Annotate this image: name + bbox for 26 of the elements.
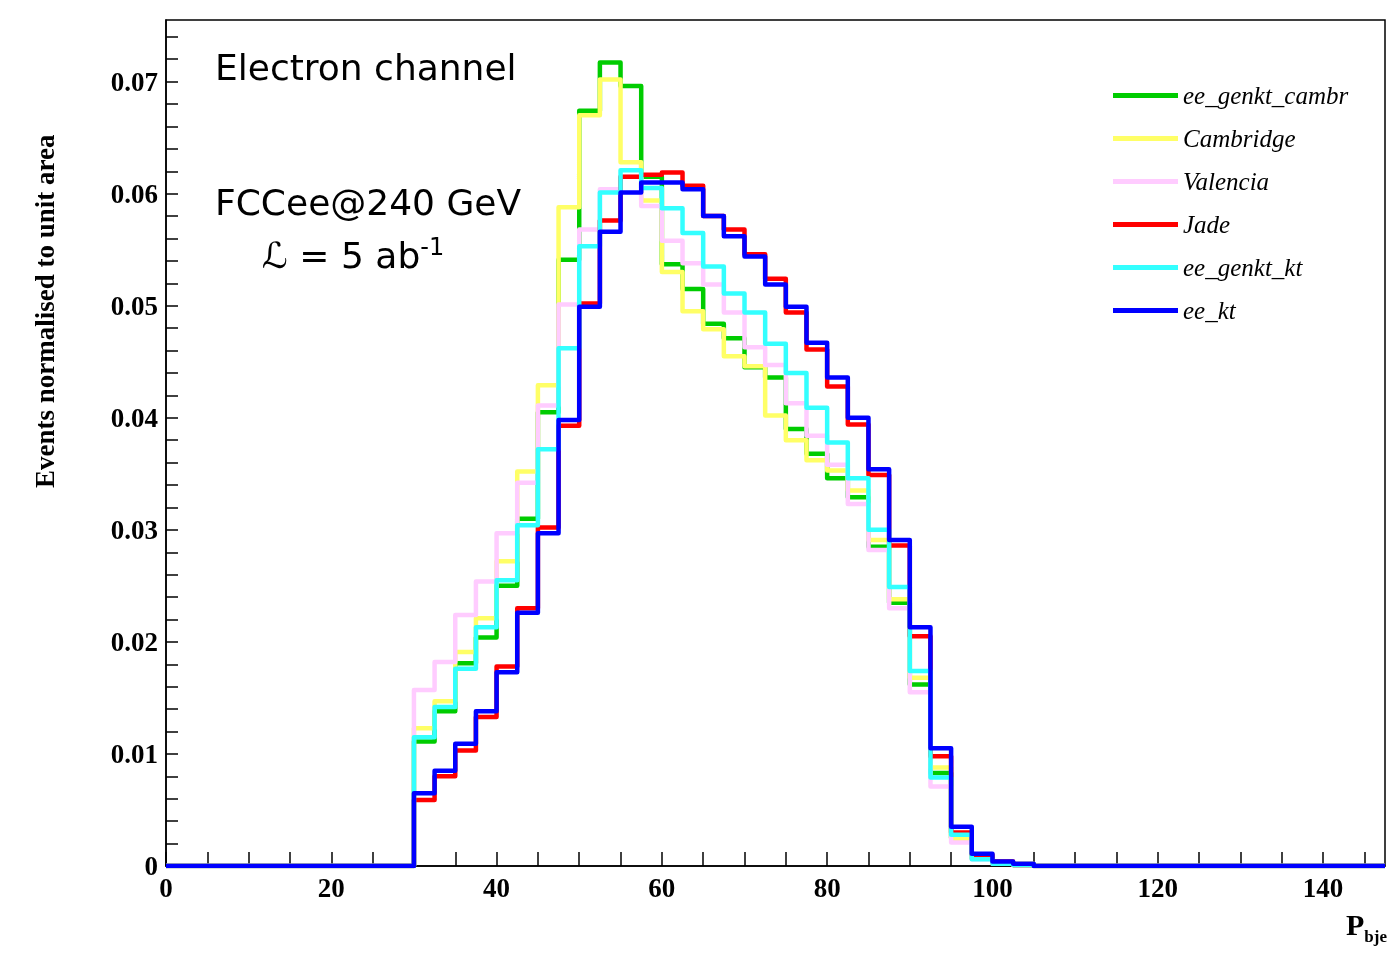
y-tick-label: 0.05 bbox=[110, 290, 158, 321]
legend-label: ee_kt bbox=[1183, 297, 1237, 324]
y-tick-label: 0.03 bbox=[110, 514, 158, 545]
x-tick-label: 120 bbox=[1137, 872, 1178, 903]
x-tick-label: 100 bbox=[972, 872, 1013, 903]
x-tick-label: 20 bbox=[317, 872, 345, 903]
annotation: ℒ = 5 ab$^{-1}$ bbox=[262, 233, 445, 276]
legend-label: ee_genkt_cambr bbox=[1183, 82, 1349, 109]
x-axis-title: P$_{bje}$ bbox=[1346, 908, 1387, 947]
legend-label: Valencia bbox=[1183, 168, 1270, 195]
y-tick-label: 0 bbox=[144, 851, 158, 881]
legend-label: ee_genkt_kt bbox=[1183, 254, 1304, 281]
y-tick-label: 0.07 bbox=[110, 66, 158, 97]
annotation: FCCee@240 GeV bbox=[215, 182, 522, 223]
y-tick-label: 0.04 bbox=[110, 402, 158, 433]
x-tick-label: 60 bbox=[648, 872, 676, 903]
legend-label: Cambridge bbox=[1183, 125, 1296, 152]
x-tick-label: 140 bbox=[1302, 872, 1344, 903]
annotation: Electron channel bbox=[215, 47, 517, 88]
legend-label: Jade bbox=[1183, 211, 1231, 238]
x-tick-label: 40 bbox=[483, 872, 511, 903]
x-tick-label: 80 bbox=[813, 872, 841, 903]
y-axis-title: Events normalised to unit area bbox=[30, 134, 61, 488]
y-tick-label: 0.02 bbox=[110, 626, 158, 657]
y-tick-label: 0.01 bbox=[110, 738, 158, 769]
y-tick-label: 0.06 bbox=[110, 178, 158, 209]
